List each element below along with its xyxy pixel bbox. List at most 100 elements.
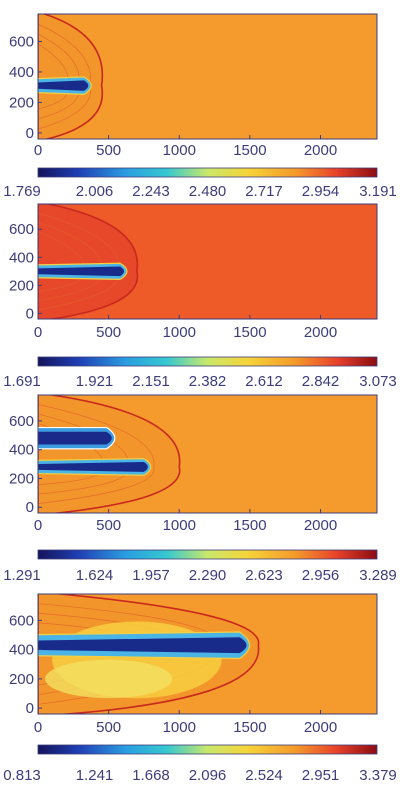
y-tick-label: 200: [9, 671, 34, 688]
colorbar-tick-label: 2.382: [189, 373, 227, 390]
bow-shock: [38, 14, 104, 139]
plot-frame: [37, 394, 378, 514]
y-tick-label: 0: [26, 700, 34, 717]
y-tick-label: 400: [9, 642, 34, 659]
colorbar-tick-label: 1.921: [76, 373, 114, 390]
jet-core: [38, 637, 247, 654]
panel-3: 0 500 1000 1500 2000 0 200 400 600 1.291 1.624 1.95…: [3, 394, 397, 584]
y-tick-label: 400: [9, 442, 34, 459]
colorbar-tick-label: 2.524: [245, 767, 283, 784]
x-tick-label: 1500: [233, 719, 266, 736]
x-axis: 0 500 1000 1500 2000: [34, 710, 337, 736]
y-tick-label: 400: [9, 64, 34, 81]
x-tick-label: 1500: [233, 324, 266, 341]
x-tick-label: 500: [96, 719, 121, 736]
colorbar-tick-label: 3.379: [359, 767, 397, 784]
x-tick-label: 1000: [163, 142, 196, 159]
heatmap-field: [38, 594, 377, 714]
colorbar-tick-label: 2.956: [302, 567, 340, 584]
y-tick-label: 600: [9, 33, 34, 50]
y-axis: 0 200 400 600: [9, 33, 42, 142]
heatmap-field: [38, 14, 377, 139]
colorbar-tick-label: 1.691: [3, 373, 41, 390]
y-tick-label: 0: [26, 499, 34, 516]
colorbar: 1.769 2.006 2.243 2.480 2.717 2.954 3.191: [3, 167, 397, 200]
y-tick-label: 600: [9, 413, 34, 430]
x-tick-label: 1500: [233, 142, 266, 159]
jet-core-upper: [38, 431, 112, 445]
panel-1: 0 500 1000 1500 2000 0 200 400 600 1.769 2.006 2.24…: [3, 13, 397, 200]
jet-core: [38, 80, 89, 91]
colorbar-tick-label: 2.612: [245, 373, 283, 390]
y-tick-label: 400: [9, 249, 34, 266]
y-axis: 0 200 400 600: [9, 221, 42, 322]
y-tick-label: 600: [9, 612, 34, 629]
x-tick-label: 500: [96, 324, 121, 341]
colorbar-tick-label: 3.191: [359, 183, 397, 200]
colorbar-tick-label: 2.717: [245, 183, 283, 200]
colorbar-gradient: [37, 356, 378, 367]
colorbar: 0.813 1.241 1.668 2.096 2.524 2.951 3.379: [3, 744, 397, 784]
colorbar-tick-label: 0.813: [3, 767, 41, 784]
x-tick-label: 0: [34, 719, 42, 736]
y-tick-label: 0: [26, 305, 34, 322]
y-tick-label: 600: [9, 221, 34, 238]
x-tick-label: 1000: [163, 719, 196, 736]
plot-frame: [37, 13, 378, 140]
colorbar-tick-label: 2.954: [302, 183, 340, 200]
x-tick-label: 2000: [304, 324, 337, 341]
colorbar-tick-label: 2.480: [189, 183, 227, 200]
x-tick-label: 1500: [233, 517, 266, 534]
x-tick-label: 500: [96, 142, 121, 159]
x-tick-label: 0: [34, 324, 42, 341]
colorbar: 1.291 1.624 1.957 2.290 2.623 2.956 3.289: [3, 549, 397, 584]
colorbar-tick-label: 2.151: [132, 373, 170, 390]
y-tick-label: 200: [9, 277, 34, 294]
x-tick-label: 500: [96, 517, 121, 534]
panel-4: 0 500 1000 1500 2000 0 200 400 600 0.813 1.241 1.66…: [3, 593, 397, 784]
y-tick-label: 200: [9, 470, 34, 487]
colorbar-tick-label: 1.668: [132, 767, 170, 784]
y-axis: 0 200 400 600: [9, 612, 42, 717]
colorbar-tick-label: 2.006: [76, 183, 114, 200]
x-tick-label: 1000: [163, 324, 196, 341]
y-axis: 0 200 400 600: [9, 413, 42, 516]
y-tick-label: 0: [26, 125, 34, 142]
colorbar-tick-label: 3.289: [359, 567, 397, 584]
x-axis: 0 500 1000 1500 2000: [34, 135, 337, 159]
colorbar-gradient: [37, 744, 378, 755]
turbulent-cocoon: [45, 659, 173, 699]
colorbar-tick-label: 1.624: [76, 567, 114, 584]
x-tick-label: 2000: [304, 719, 337, 736]
colorbar-tick-label: 1.241: [76, 767, 114, 784]
colorbar-tick-label: 2.842: [302, 373, 340, 390]
colorbar-tick-label: 2.623: [245, 567, 283, 584]
jet-core: [38, 461, 148, 472]
heatmap-field: [38, 204, 377, 319]
jet-core: [38, 266, 124, 277]
x-axis: 0 500 1000 1500 2000: [34, 509, 337, 534]
colorbar-tick-label: 1.291: [3, 567, 41, 584]
colorbar: 1.691 1.921 2.151 2.382 2.612 2.842 3.073: [3, 356, 397, 390]
plot-frame: [37, 593, 378, 715]
colorbar-tick-label: 2.290: [189, 567, 227, 584]
colorbar-tick-label: 1.957: [132, 567, 170, 584]
heatmap-field: [38, 395, 377, 513]
x-tick-label: 0: [34, 517, 42, 534]
colorbar-tick-label: 2.243: [132, 183, 170, 200]
x-axis: 0 500 1000 1500 2000: [34, 315, 337, 341]
panel-2: 0 500 1000 1500 2000 0 200 400 600 1.691 1.921 2.15…: [3, 203, 397, 390]
colorbar-tick-label: 3.073: [359, 373, 397, 390]
cocoon-shell: [38, 404, 155, 504]
x-tick-label: 2000: [304, 517, 337, 534]
bow-shock: [38, 204, 139, 319]
colorbar-tick-label: 2.951: [302, 767, 340, 784]
x-tick-label: 1000: [163, 517, 196, 534]
colorbar-tick-label: 2.096: [189, 767, 227, 784]
x-tick-label: 2000: [304, 142, 337, 159]
plot-frame: [37, 203, 378, 320]
colorbar-tick-label: 1.769: [3, 183, 41, 200]
colorbar-gradient: [37, 167, 378, 178]
x-tick-label: 0: [34, 142, 42, 159]
colorbar-gradient: [37, 549, 378, 560]
